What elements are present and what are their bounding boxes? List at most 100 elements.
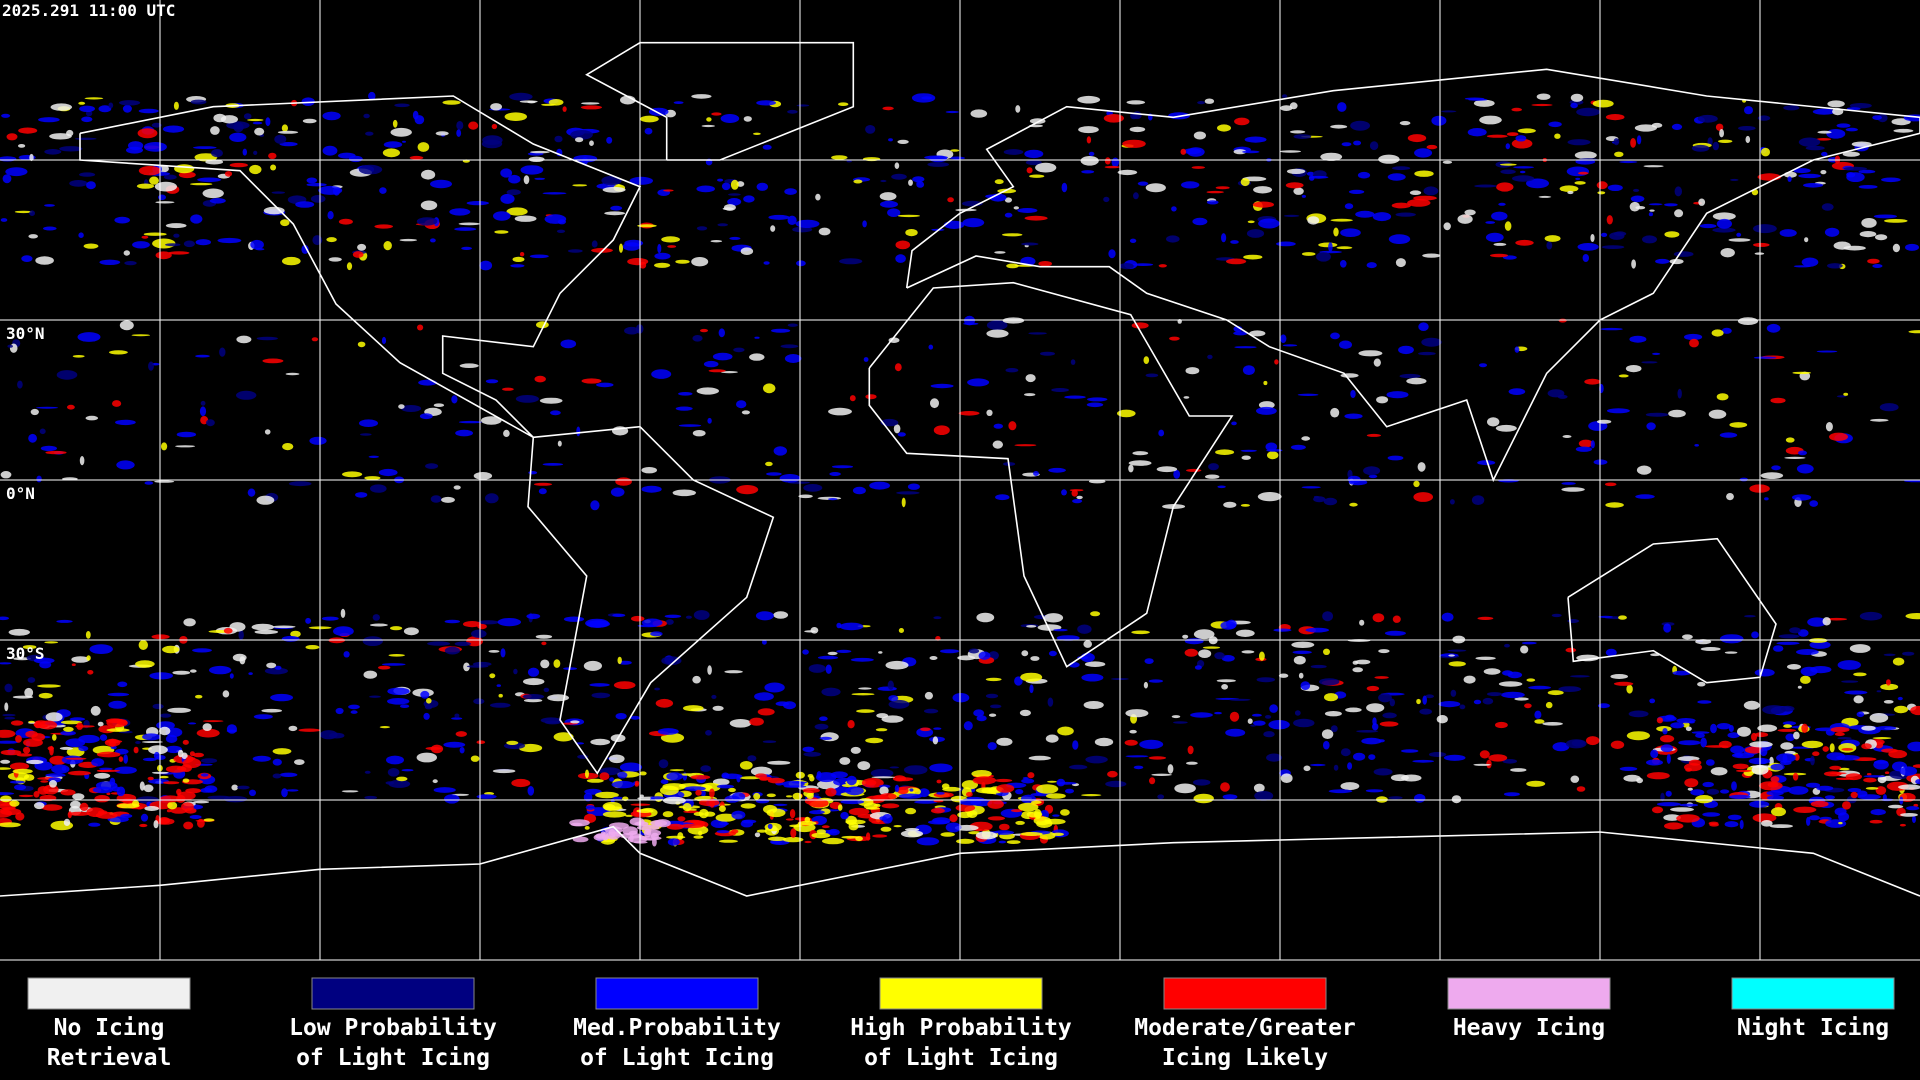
icing-patch — [56, 619, 73, 623]
icing-patch — [1025, 374, 1036, 383]
icing-patch — [1899, 796, 1904, 805]
icing-patch — [1869, 819, 1883, 824]
icing-patch — [229, 162, 248, 168]
icing-patch — [167, 801, 178, 810]
icing-patch — [1590, 234, 1595, 242]
icing-patch — [1806, 782, 1820, 788]
icing-patch — [878, 651, 883, 654]
icing-patch — [1023, 393, 1036, 397]
icing-patch — [1077, 624, 1092, 634]
icing-patch — [1226, 258, 1247, 265]
icing-patch — [1180, 148, 1187, 155]
icing-patch — [12, 768, 33, 774]
icing-patch — [1290, 130, 1306, 134]
legend-label: of Light Icing — [580, 1045, 774, 1071]
icing-patch — [252, 755, 271, 762]
icing-patch — [1349, 502, 1358, 507]
icing-patch — [1697, 114, 1718, 123]
icing-patch — [848, 807, 870, 816]
icing-patch — [71, 663, 76, 666]
icing-patch — [264, 667, 288, 675]
icing-patch — [1561, 482, 1576, 485]
icing-patch — [451, 395, 458, 404]
icing-patch — [503, 429, 510, 437]
icing-patch — [958, 411, 980, 416]
icing-patch — [471, 629, 487, 638]
icing-patch — [1770, 763, 1785, 771]
icing-patch — [929, 763, 953, 773]
icing-patch — [311, 337, 319, 342]
icing-patch — [426, 698, 432, 704]
icing-patch — [1846, 172, 1865, 183]
icing-patch — [1088, 151, 1095, 156]
icing-patch — [900, 830, 924, 838]
icing-patch — [1413, 492, 1433, 502]
icing-patch — [0, 749, 22, 756]
icing-patch — [1263, 731, 1275, 738]
icing-patch — [1798, 137, 1821, 147]
icing-patch — [219, 347, 226, 357]
icing-patch — [1796, 649, 1819, 655]
icing-patch — [1843, 245, 1866, 251]
icing-patch — [1619, 766, 1638, 772]
icing-patch — [1028, 755, 1051, 761]
icing-patch — [641, 485, 662, 493]
icing-patch — [1726, 493, 1734, 501]
icing-patch — [1019, 709, 1031, 717]
icing-patch — [612, 613, 626, 617]
icing-patch — [1320, 152, 1343, 161]
icing-patch — [1886, 679, 1891, 686]
icing-patch — [388, 654, 405, 657]
icing-patch — [658, 759, 669, 769]
icing-patch — [78, 232, 84, 238]
icing-patch — [1085, 755, 1108, 764]
icing-patch — [343, 651, 350, 658]
icing-patch — [1337, 102, 1347, 112]
icing-patch — [1751, 631, 1759, 639]
icing-patch — [1785, 733, 1795, 742]
icing-patch — [572, 184, 588, 187]
icing-patch — [249, 164, 262, 175]
icing-patch — [654, 819, 671, 828]
icing-patch — [660, 732, 685, 743]
icing-patch — [1131, 322, 1149, 329]
icing-patch — [1841, 748, 1854, 751]
icing-patch — [1129, 126, 1146, 133]
icing-patch — [28, 234, 38, 239]
icing-patch — [1281, 94, 1288, 98]
icing-patch — [967, 378, 990, 387]
icing-patch — [1810, 755, 1815, 766]
icing-patch — [894, 162, 900, 169]
icing-patch — [1846, 107, 1861, 111]
icing-patch — [693, 610, 710, 620]
icing-patch — [593, 834, 607, 841]
icing-patch — [197, 177, 222, 183]
icing-patch — [35, 256, 54, 265]
icing-patch — [885, 660, 909, 670]
icing-patch — [1793, 265, 1811, 268]
icing-patch — [1392, 166, 1411, 171]
icing-patch — [762, 639, 767, 645]
icing-patch — [1197, 101, 1205, 105]
icing-patch — [1697, 700, 1712, 704]
icing-patch — [1503, 792, 1520, 797]
icing-patch — [755, 773, 767, 779]
icing-patch — [1837, 660, 1862, 670]
icing-patch — [780, 344, 799, 349]
icing-patch — [1865, 787, 1879, 790]
icing-patch — [1502, 670, 1513, 676]
icing-patch — [956, 838, 975, 844]
icing-patch — [1739, 819, 1744, 830]
icing-patch — [506, 207, 528, 216]
icing-patch — [1576, 107, 1600, 117]
icing-patch — [92, 786, 114, 794]
icing-patch — [1691, 731, 1710, 734]
icing-patch — [1807, 617, 1827, 627]
icing-patch — [27, 677, 36, 683]
icing-patch — [994, 179, 1004, 185]
icing-patch — [1253, 783, 1265, 793]
icing-patch — [162, 645, 180, 654]
icing-patch — [661, 236, 680, 243]
icing-patch — [379, 187, 387, 194]
icing-patch — [236, 390, 257, 400]
